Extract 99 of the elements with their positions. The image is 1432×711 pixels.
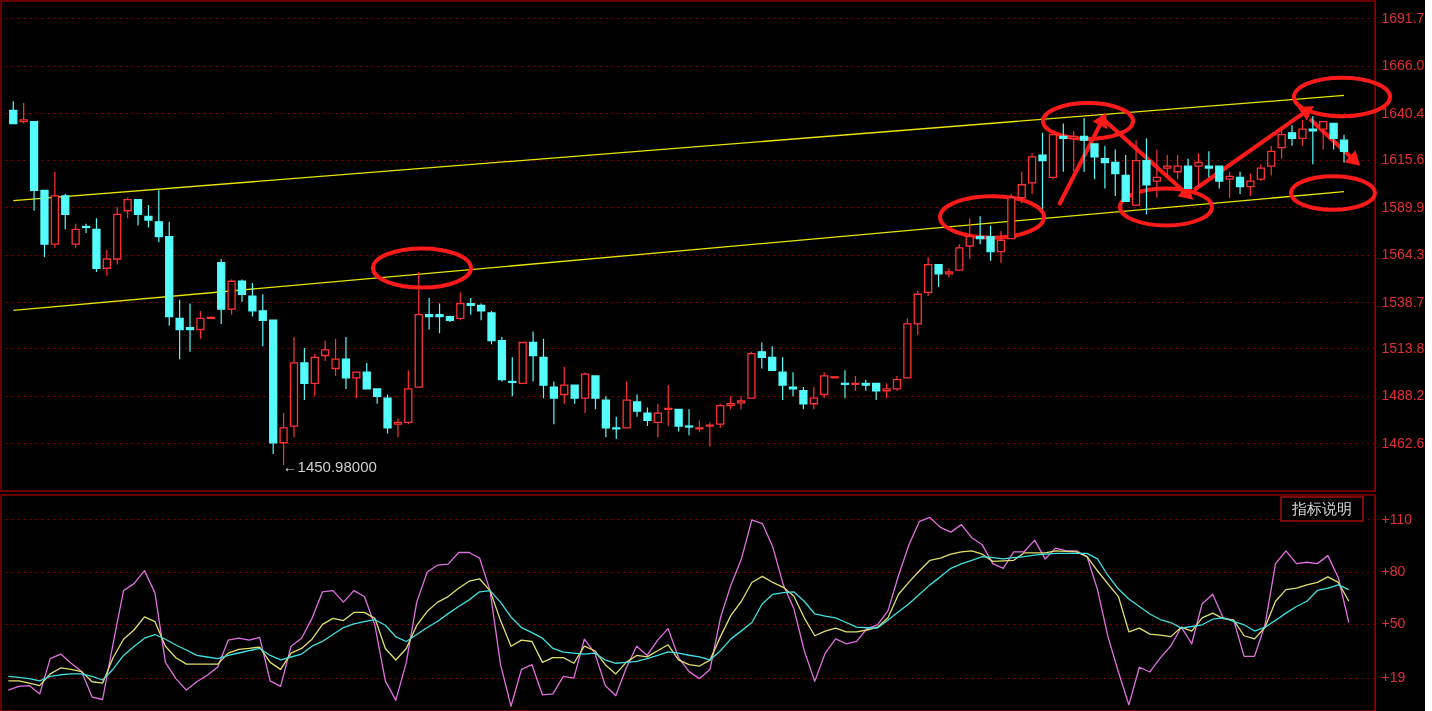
candlestick xyxy=(768,345,777,372)
candlestick xyxy=(185,302,195,353)
candlestick xyxy=(757,341,766,370)
candlestick xyxy=(362,362,371,390)
candlestick xyxy=(1329,122,1338,151)
candlestick xyxy=(300,347,309,401)
candlestick xyxy=(560,366,569,405)
candlestick xyxy=(799,386,808,410)
candlestick xyxy=(1298,119,1307,147)
candlestick xyxy=(123,197,132,219)
candlestick xyxy=(705,421,714,448)
candlestick xyxy=(975,215,985,245)
candlestick xyxy=(788,371,798,397)
candlestick xyxy=(1038,132,1047,210)
candlestick xyxy=(778,356,787,401)
candlestick xyxy=(1308,115,1317,165)
candlestick xyxy=(1111,148,1120,197)
candlestick xyxy=(986,224,995,262)
candlestick xyxy=(19,102,28,125)
candlestick xyxy=(331,338,340,377)
candlestick xyxy=(196,310,205,340)
candlestick xyxy=(632,393,642,418)
y-tick-label: +110 xyxy=(1381,510,1413,527)
candlestick xyxy=(996,230,1006,264)
candlestick xyxy=(612,416,621,440)
candlestick xyxy=(716,403,725,429)
candlestick xyxy=(549,380,559,425)
candlestick xyxy=(133,198,143,227)
candlestick xyxy=(393,418,403,438)
candlestick xyxy=(9,100,18,125)
candlestick xyxy=(258,293,267,347)
y-tick-label: +50 xyxy=(1381,615,1406,632)
y-tick-label: +80 xyxy=(1381,563,1406,580)
candlestick xyxy=(456,291,465,321)
candlestick xyxy=(1194,152,1203,188)
candlestick xyxy=(508,356,517,397)
candlestick xyxy=(820,371,829,399)
annotation: ←1450.98000 xyxy=(282,458,377,476)
y-tick-label: 1513.8 xyxy=(1381,339,1425,356)
candlestick xyxy=(175,299,184,360)
candlestick xyxy=(965,217,974,260)
candlestick xyxy=(944,267,954,279)
candlestick xyxy=(435,302,444,334)
candlestick xyxy=(1059,122,1068,173)
candlestick xyxy=(341,336,351,390)
candlestick xyxy=(955,243,964,271)
line-series xyxy=(7,516,1350,707)
candlestick xyxy=(1079,117,1089,173)
candlestick xyxy=(1319,120,1328,151)
candlestick xyxy=(840,369,850,399)
candlestick xyxy=(1246,173,1255,197)
candlestick xyxy=(1235,171,1245,195)
candlestick xyxy=(154,189,163,243)
y-tick-label: 1462.6 xyxy=(1381,434,1425,451)
candlestick xyxy=(1069,130,1078,173)
candlestick xyxy=(248,282,257,318)
y-tick-label: +19 xyxy=(1381,669,1406,686)
candlestick xyxy=(1183,158,1193,190)
candlestick xyxy=(570,384,579,405)
y-tick-label: 1538.7 xyxy=(1381,293,1425,310)
candlestick xyxy=(684,408,694,436)
candlestick xyxy=(1204,150,1214,178)
candlestick xyxy=(1277,128,1286,160)
y-tick-label: 1564.3 xyxy=(1381,246,1425,263)
candlestick xyxy=(476,302,486,321)
candlestick xyxy=(1267,145,1276,177)
candlestick xyxy=(1225,171,1234,199)
candlestick xyxy=(1090,143,1099,180)
y-tick-label: 1589.9 xyxy=(1381,198,1425,215)
candlestick xyxy=(71,223,80,249)
annotation: 指标说明 xyxy=(1291,500,1352,518)
candlestick xyxy=(1100,145,1110,190)
candlestick xyxy=(643,406,652,427)
candlestick xyxy=(61,193,70,230)
candlestick xyxy=(81,223,91,234)
candlestick xyxy=(736,395,746,410)
y-tick-label: 1666.0 xyxy=(1381,57,1425,74)
candlestick xyxy=(1287,124,1297,147)
candlestick xyxy=(352,371,361,399)
y-tick-label: 1488.2 xyxy=(1381,387,1425,404)
candlestick xyxy=(934,263,943,288)
y-tick-label: 1640.4 xyxy=(1381,104,1425,121)
candlestick xyxy=(528,330,538,383)
y-tick-label: 1691.7 xyxy=(1381,9,1425,26)
candlestick xyxy=(1163,154,1172,178)
candlestick xyxy=(144,204,153,229)
candlestick xyxy=(237,278,247,303)
candlestick xyxy=(102,249,111,277)
candlestick xyxy=(1215,165,1224,190)
candlestick xyxy=(674,408,683,433)
candlestick xyxy=(1339,134,1349,164)
candlestick xyxy=(1152,148,1162,199)
candlestick xyxy=(424,297,434,331)
candlestick xyxy=(664,384,673,427)
y-tick-label: 1615.6 xyxy=(1381,151,1425,168)
candlestick xyxy=(321,340,330,362)
candlestick xyxy=(591,375,600,410)
candlestick xyxy=(653,403,662,438)
candlestick xyxy=(1017,171,1026,204)
